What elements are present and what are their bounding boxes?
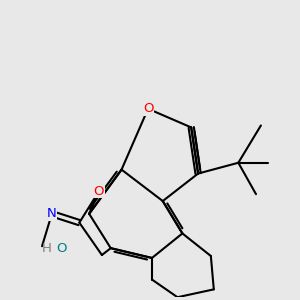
- Text: O: O: [143, 102, 153, 115]
- Text: O: O: [94, 185, 104, 198]
- Text: H: H: [41, 242, 51, 255]
- Text: N: N: [47, 207, 57, 220]
- Text: O: O: [56, 242, 66, 255]
